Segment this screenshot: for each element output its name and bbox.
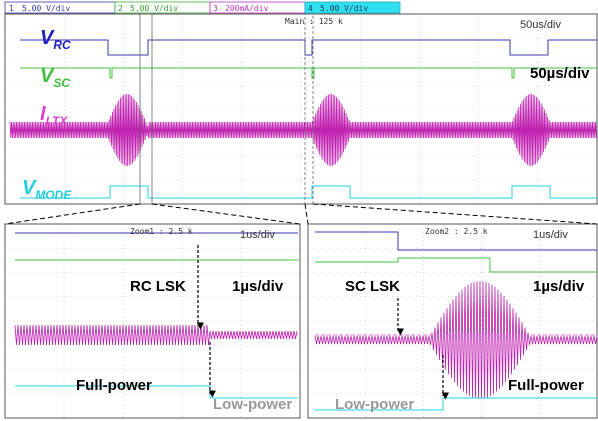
signal-sub: SC xyxy=(53,76,70,90)
state-after: Full-power xyxy=(508,377,584,394)
zoom-timebase: Zoom1 : 2.5 k xyxy=(130,227,193,236)
state-before: Low-power xyxy=(335,396,414,413)
main-timebase: Main : 125 k xyxy=(285,17,343,26)
oscilloscope-figure: 1 5.00 V/div 2 5.00 V/div 3 200mA/div 4 … xyxy=(0,0,598,421)
event-label: RC LSK xyxy=(130,278,186,295)
channel-number: 2 xyxy=(118,4,123,13)
channel-number: 1 xyxy=(9,4,14,13)
channel-scale: 5.00 V/div xyxy=(22,4,70,13)
channel-header: 1 5.00 V/div 2 5.00 V/div 3 200mA/div 4 … xyxy=(5,2,400,13)
time-scale: 1µs/div xyxy=(533,278,585,295)
time-scale: 50µs/div xyxy=(530,65,590,82)
state-after: Low-power xyxy=(213,396,292,413)
scope-scale: 50us/div xyxy=(520,19,561,31)
state-before: Full-power xyxy=(76,377,152,394)
signal-sub: RC xyxy=(53,38,71,52)
scope-scale: 1us/div xyxy=(533,229,568,241)
channel-scale: 200mA/div xyxy=(225,4,269,13)
scope-scale: 1us/div xyxy=(240,229,275,241)
signal-sub: LTX xyxy=(46,114,69,128)
channel-number: 4 xyxy=(308,4,313,13)
signal-sub: MODE xyxy=(35,188,72,202)
time-scale: 1µs/div xyxy=(232,278,284,295)
channel-number: 3 xyxy=(213,4,218,13)
channel-scale: 5.00 V/div xyxy=(130,4,178,13)
zoom-timebase: Zoom2 : 2.5 k xyxy=(425,227,488,236)
channel-scale: 5.00 V/div xyxy=(320,4,368,13)
event-label: SC LSK xyxy=(345,278,400,295)
